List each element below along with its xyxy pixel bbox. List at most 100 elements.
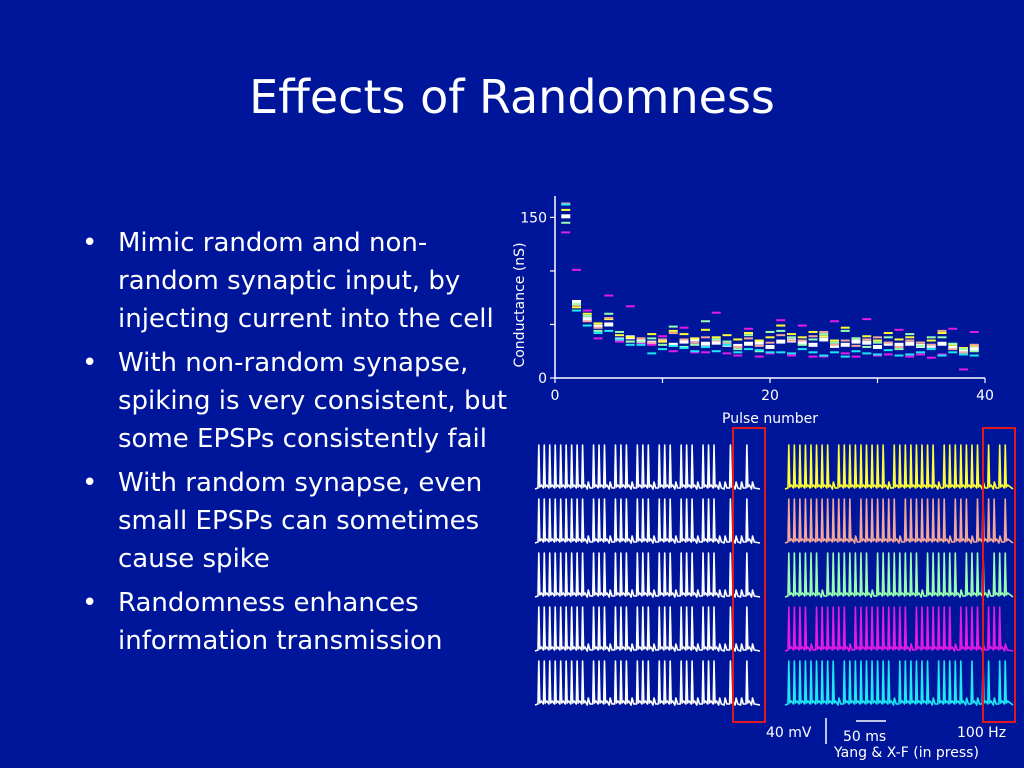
highlight-box-left [732,427,766,723]
data-point [959,351,968,354]
data-point [668,344,678,347]
data-point [561,202,571,205]
data-point [776,329,786,332]
data-point [873,336,882,339]
data-point [948,342,958,345]
data-point [744,327,753,330]
data-point [690,337,700,340]
data-point [926,356,936,359]
data-point [744,348,753,351]
data-point [883,349,893,352]
data-point [776,334,786,337]
bullet-text: Randomness enhances information transmis… [118,588,443,656]
data-point [830,351,839,354]
data-point [647,333,657,336]
data-point [894,345,904,348]
time-scale-label: 50 ms [843,729,886,745]
data-point [625,305,635,308]
data-point [754,339,764,342]
data-point [830,343,839,346]
data-point [873,353,882,356]
data-point [948,327,958,330]
data-point [819,333,829,336]
data-point [733,343,743,348]
data-point [625,340,635,343]
data-point [808,330,818,333]
data-point [916,353,925,356]
data-point [593,324,603,329]
data-point [797,324,807,327]
highlight-box-right [982,427,1016,723]
data-point [701,320,710,323]
data-point [668,342,678,347]
data-point [744,332,753,335]
data-point [862,340,872,345]
data-point [840,352,850,355]
random-trace [784,498,1014,544]
data-point [615,330,624,333]
data-point [711,338,721,341]
data-point [733,338,743,341]
voltage-traces [534,444,1014,706]
data-point [916,351,925,354]
random-trace [784,660,1014,706]
data-point [561,231,571,234]
data-point [636,340,646,343]
data-point [733,345,743,348]
data-point [668,332,678,335]
data-point [733,351,743,354]
data-point [711,311,721,314]
data-point [851,350,861,353]
data-point [582,309,592,312]
data-point [776,319,786,322]
data-point [851,337,861,340]
data-point [776,339,786,344]
data-point [636,342,646,345]
data-point [830,320,839,323]
data-point [679,345,689,348]
data-point [905,339,915,342]
data-point [690,337,700,342]
data-point [905,336,915,339]
data-point [926,348,936,351]
data-point [894,354,904,357]
data-point [969,330,979,333]
data-point [582,324,592,327]
data-point [787,352,796,355]
data-point [765,344,775,349]
y-axis-label: Conductance (nS) [512,242,528,367]
data-point [604,322,614,327]
data-point [959,353,968,356]
data-point [604,317,614,320]
data-point [668,325,678,328]
data-point [690,350,700,353]
random-trace [784,444,1014,490]
data-point [604,318,614,321]
data-point [776,324,786,327]
data-point [873,339,882,342]
data-point [679,338,689,341]
data-point [905,355,915,358]
data-point [840,326,850,329]
data-point [808,335,818,338]
data-point [969,343,979,346]
data-point [894,348,904,351]
bullet-text: With random synapse, even small EPSPs ca… [118,468,483,574]
data-point [765,351,775,354]
data-point [658,340,667,343]
data-point [625,343,635,346]
data-point [711,339,721,342]
data-point [851,355,861,358]
slide-title: Effects of Randomness [249,70,775,124]
data-point [873,344,882,349]
data-point [593,329,603,332]
data-point [754,350,764,353]
data-point [593,337,603,340]
data-point [625,336,635,339]
data-point [647,337,657,340]
data-point [701,345,710,348]
data-point [658,343,667,346]
data-point [937,329,947,332]
data-point [561,203,571,206]
data-point [797,340,807,345]
